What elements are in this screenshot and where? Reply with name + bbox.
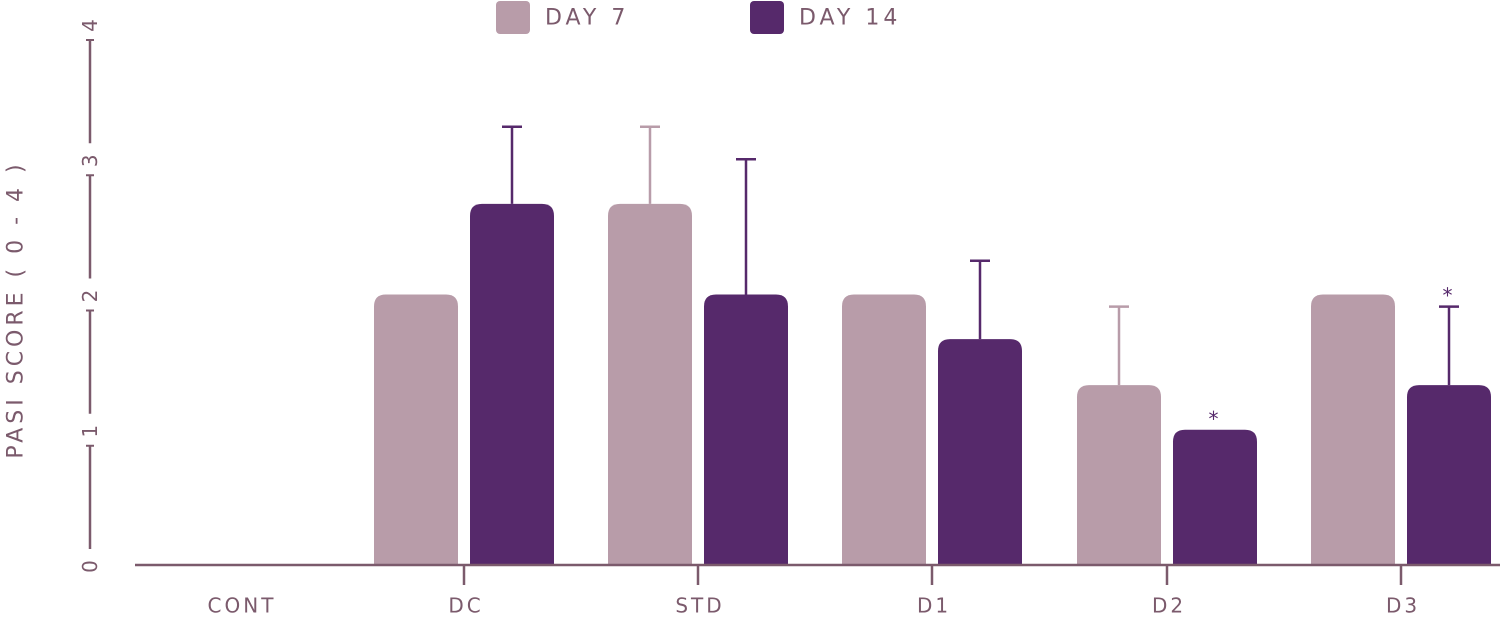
y-tick-label: 4 — [78, 16, 102, 32]
legend: DAY 7 DAY 14 — [496, 1, 901, 34]
x-tick-label: CONT — [208, 594, 277, 618]
significance-marker: * — [1443, 284, 1456, 308]
legend-label: DAY 14 — [799, 6, 901, 31]
x-tick-label: D1 — [917, 594, 951, 618]
legend-swatch-day-14 — [750, 1, 784, 34]
legend-label: DAY 7 — [545, 6, 629, 31]
bars: ** — [374, 125, 1491, 565]
x-tick-label: STD — [675, 594, 724, 618]
y-tick-label: 2 — [78, 287, 102, 303]
bar-day-14-d1 — [938, 339, 1022, 565]
y-tick-label: 1 — [78, 422, 102, 438]
y-tick-label: 0 — [78, 557, 102, 573]
bar-day-14-std — [704, 294, 788, 565]
bar-day-14-d2 — [1173, 429, 1257, 565]
bar-day-14-dc — [470, 203, 554, 565]
x-tick-label: D2 — [1152, 594, 1186, 618]
bar-day-7-dc — [374, 294, 458, 565]
x-tick-label: DC — [448, 594, 483, 618]
legend-swatch-day-7 — [496, 1, 530, 34]
bar-day-7-d1 — [842, 294, 926, 565]
y-tick-label: 3 — [78, 151, 102, 167]
bar-day-7-d2 — [1077, 385, 1161, 565]
bar-day-14-d3 — [1407, 385, 1491, 565]
x-axis: CONT DC STD D1 D2 D3 — [135, 563, 1500, 618]
x-tick-label: D3 — [1386, 594, 1420, 618]
bar-day-7-std — [608, 203, 692, 565]
bar-day-7-d3 — [1311, 294, 1395, 565]
significance-marker: * — [1209, 407, 1222, 431]
y-axis: 0 1 2 3 4 PASI SCORE ( 0 - 4 ) — [4, 16, 103, 573]
y-axis-title: PASI SCORE ( 0 - 4 ) — [4, 160, 29, 458]
